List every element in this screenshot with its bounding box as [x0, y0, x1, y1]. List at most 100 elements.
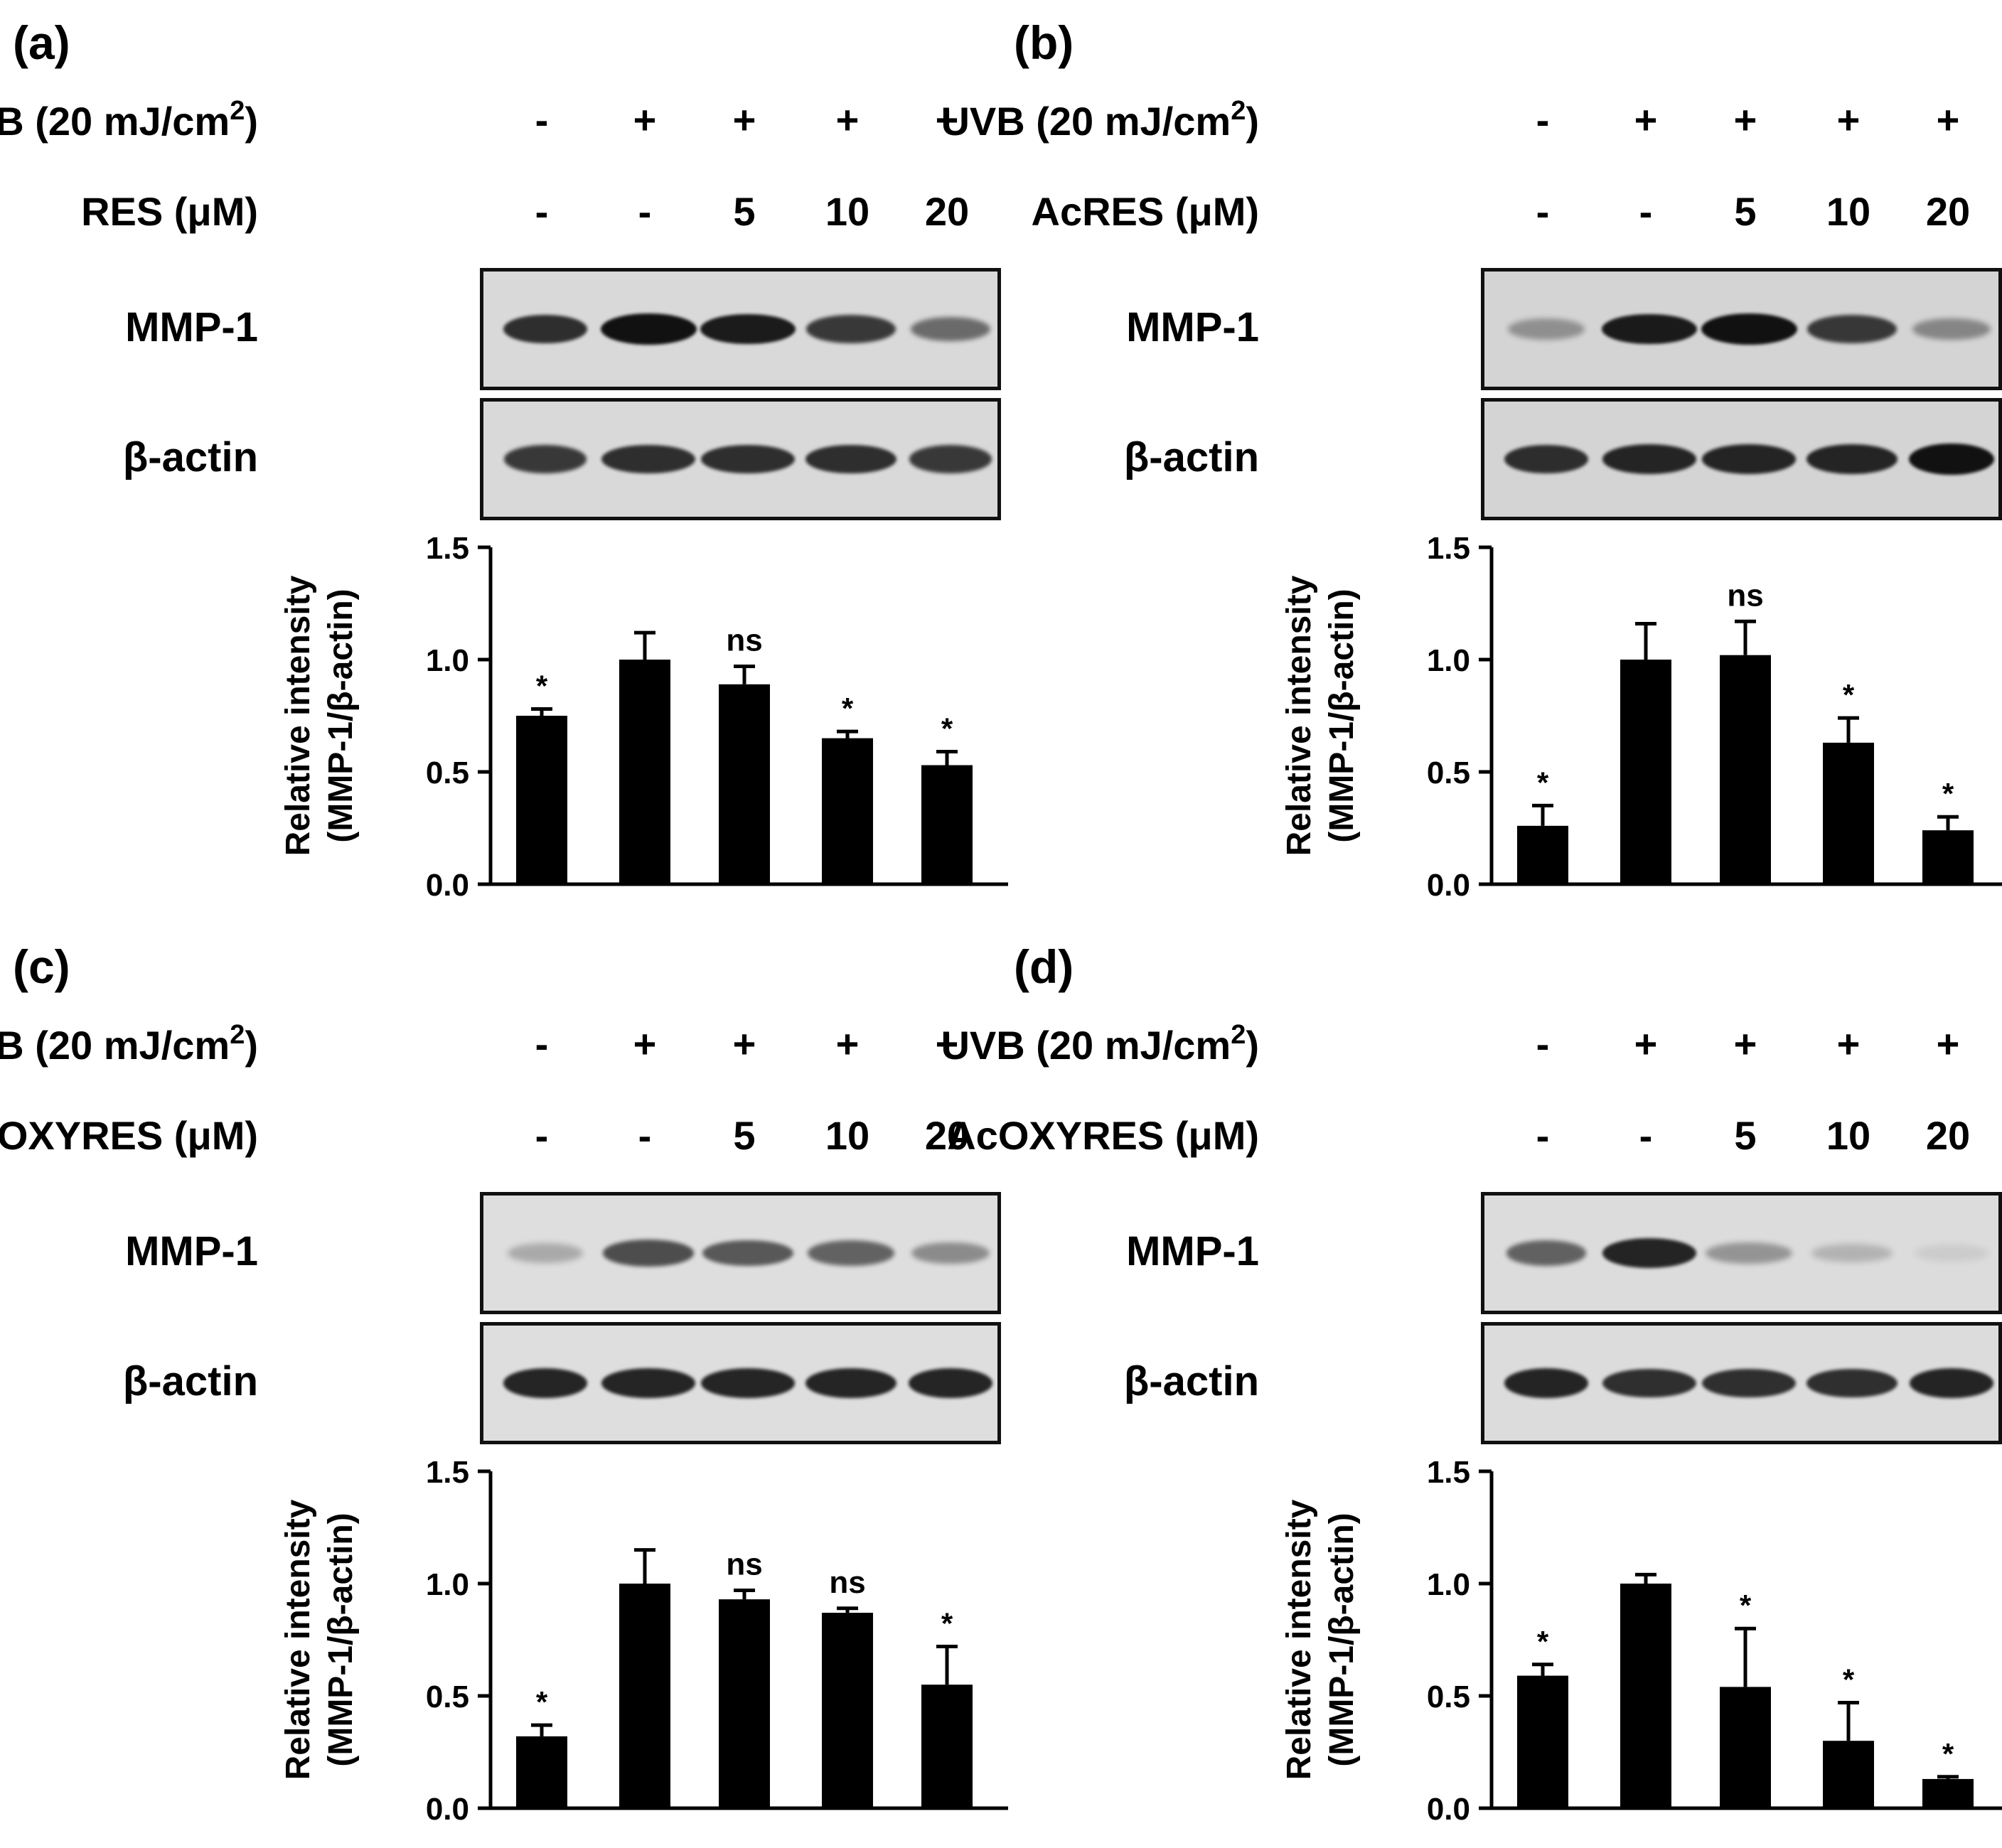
uvb-label-text: UVB (20 mJ/cm: [0, 99, 230, 144]
mmp1-blot-label: MMP-1: [1126, 1228, 1259, 1274]
uvb-value: +: [935, 1021, 959, 1066]
uvb-value: +: [1733, 1021, 1757, 1066]
uvb-label-superscript: 2: [1231, 96, 1246, 126]
panel-b: (b) UVB (20 mJ/cm2) AcRES (μM) - + + + + - -5 10 20…: [941, 0, 2002, 924]
mmp1-band: [507, 1243, 584, 1263]
uvb-value: +: [1836, 97, 1861, 142]
uvb-label-close: ): [1246, 99, 1259, 144]
bar: [516, 1736, 567, 1808]
bar: [822, 1613, 873, 1808]
uvb-value: +: [1936, 97, 1960, 142]
actin-blot-label: β-actin: [1123, 434, 1259, 480]
treatment-value: 5: [733, 189, 756, 234]
mmp1-blot: [1481, 268, 2002, 390]
mmp1-band: [911, 1242, 990, 1264]
significance-label: ns: [726, 623, 762, 657]
bar: [1720, 1687, 1771, 1808]
bar-chart: 0.0 0.5 1.0 1.5 Relative intensity (MMP-1/β-a…: [279, 1455, 1008, 1827]
bar: [1517, 1675, 1568, 1808]
uvb-label-close: ): [245, 1023, 258, 1068]
significance-label: ns: [1727, 578, 1763, 613]
treatment-value: -: [1536, 189, 1550, 234]
y-axis-label: Relative intensity: [279, 575, 317, 856]
significance-label: *: [941, 712, 953, 746]
mmp1-band: [807, 1240, 895, 1266]
y-tick-label: 1.0: [426, 643, 469, 678]
treatment-value: -: [638, 1113, 652, 1158]
mmp1-band: [1912, 318, 1991, 340]
treatment-value: -: [535, 189, 549, 234]
uvb-value: +: [633, 1021, 657, 1066]
mmp1-band: [1706, 1242, 1792, 1264]
treatment-row-label: AcRES (μM): [1031, 189, 1260, 234]
y-axis-label: Relative intensity: [1280, 575, 1318, 856]
actin-blot-label: β-actin: [122, 434, 258, 480]
mmp1-band: [503, 314, 587, 344]
actin-band: [805, 1368, 897, 1398]
uvb-value: +: [935, 97, 959, 142]
mmp1-blot: [480, 268, 1001, 390]
mmp1-band: [1507, 318, 1585, 340]
actin-band: [805, 444, 896, 474]
actin-band: [701, 444, 795, 474]
significance-label: *: [1537, 765, 1549, 799]
uvb-value: +: [633, 97, 657, 142]
actin-band: [1602, 1368, 1696, 1398]
bar: [1823, 742, 1874, 884]
significance-label: *: [1843, 1662, 1855, 1696]
treatment-value: 20: [924, 1113, 970, 1158]
significance-label: *: [1843, 678, 1855, 711]
panel-label: (d): [1014, 940, 1074, 993]
actin-band: [909, 445, 992, 473]
treatment-value: 10: [825, 1113, 870, 1158]
uvb-label-text: UVB (20 mJ/cm: [941, 1023, 1231, 1068]
treatment-value: 20: [1925, 189, 1971, 234]
y-tick-label: 0.5: [1427, 1680, 1470, 1714]
mmp1-band: [1811, 1243, 1893, 1263]
uvb-value: +: [835, 1021, 860, 1066]
uvb-row-label: UVB (20 mJ/cm2): [941, 96, 1259, 144]
bar: [516, 716, 567, 884]
y-tick-label: 0.0: [426, 1792, 469, 1827]
actin-band: [1806, 1368, 1897, 1398]
mmp1-blot-label: MMP-1: [1126, 304, 1259, 350]
treatment-value: 5: [733, 1113, 756, 1158]
mmp1-band: [1915, 1245, 1988, 1262]
actin-blot: [480, 1322, 1001, 1444]
actin-band: [601, 1368, 696, 1398]
bar-chart: 0.0 0.5 1.0 1.5 Relative intensity (MMP-1/β-a…: [1280, 1455, 2002, 1827]
treatment-value: 5: [1734, 189, 1757, 234]
significance-label: ns: [829, 1565, 865, 1600]
mmp1-band: [1602, 1238, 1697, 1268]
y-tick-label: 1.0: [1427, 1567, 1470, 1602]
actin-blot-label: β-actin: [1123, 1358, 1259, 1404]
actin-blot-label: β-actin: [122, 1358, 258, 1404]
uvb-label-close: ): [1246, 1023, 1259, 1068]
mmp1-band: [1506, 1240, 1587, 1266]
bar: [619, 660, 670, 884]
y-tick-label: 0.5: [426, 756, 469, 790]
panel-c: (c) UVB (20 mJ/cm2) OXYRES (μM) - + + + + - - 5 10 2…: [0, 924, 1008, 1848]
uvb-row-label: UVB (20 mJ/cm2): [0, 1020, 258, 1068]
y-axis-label-units: (MMP-1/β-actin): [322, 1513, 360, 1766]
bar: [1620, 1584, 1671, 1808]
bar-chart: 0.0 0.5 1.0 1.5 Relative intensity (MMP-1/β-a…: [1280, 531, 2002, 903]
actin-blot: [480, 398, 1001, 520]
mmp1-blot-label: MMP-1: [125, 304, 258, 350]
panel-label: (a): [13, 16, 70, 69]
uvb-label-text: UVB (20 mJ/cm: [941, 99, 1231, 144]
treatment-row-label: AcOXYRES (μM): [947, 1113, 1259, 1158]
significance-label: *: [1740, 1589, 1752, 1622]
uvb-value: -: [535, 1021, 549, 1066]
y-tick-label: 0.0: [1427, 1792, 1470, 1827]
y-tick-label: 0.5: [1427, 756, 1470, 790]
uvb-value: +: [835, 97, 860, 142]
y-axis-label-units: (MMP-1/β-actin): [1323, 1513, 1361, 1766]
actin-band: [1806, 444, 1898, 474]
uvb-label-superscript: 2: [230, 1020, 245, 1050]
uvb-label-close: ): [245, 99, 258, 144]
significance-label: *: [1537, 1625, 1549, 1658]
actin-blot: [1481, 398, 2002, 520]
actin-band: [1602, 444, 1697, 474]
